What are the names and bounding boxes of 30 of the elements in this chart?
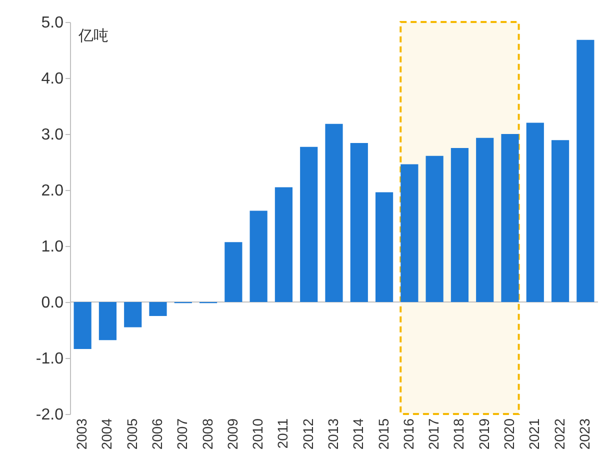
- x-tick-label: 2014: [350, 418, 366, 450]
- x-tick-label: 2019: [476, 418, 492, 450]
- x-tick-label: 2017: [426, 418, 442, 450]
- x-tick-label: 2012: [300, 418, 316, 450]
- x-tick-label: 2010: [250, 418, 266, 450]
- x-tick-label: 2018: [450, 418, 467, 450]
- y-tick-label: -1.0: [36, 350, 64, 368]
- y-tick-label: 2.0: [41, 182, 64, 200]
- y-axis-title: 亿吨: [78, 28, 108, 44]
- y-tick-label: -2.0: [36, 406, 64, 424]
- x-tick-label: 2003: [74, 418, 90, 450]
- x-tick-label: 2020: [501, 418, 517, 450]
- y-tick-label: 4.0: [41, 70, 64, 88]
- y-tick-label: 1.0: [41, 238, 64, 256]
- x-tick-label: 2006: [149, 418, 165, 450]
- x-tick-label: 2023: [576, 418, 592, 450]
- x-tick-label: 2021: [526, 418, 542, 450]
- x-tick-label: 2004: [98, 418, 115, 450]
- x-tick-label: 2008: [199, 418, 216, 450]
- x-tick-label: 2013: [325, 418, 341, 450]
- y-tick-label: 3.0: [41, 126, 64, 144]
- y-tick-label: 5.0: [41, 14, 64, 32]
- x-tick-label: 2016: [400, 418, 416, 450]
- x-tick-label: 2007: [174, 418, 190, 450]
- x-tick-label: 2011: [274, 418, 291, 449]
- y-tick-label: 0.0: [41, 294, 64, 312]
- x-tick-label: 2005: [124, 418, 140, 450]
- x-tick-label: 2015: [375, 418, 392, 450]
- x-tick-label: 2009: [224, 418, 240, 450]
- x-tick-label: 2022: [551, 418, 568, 450]
